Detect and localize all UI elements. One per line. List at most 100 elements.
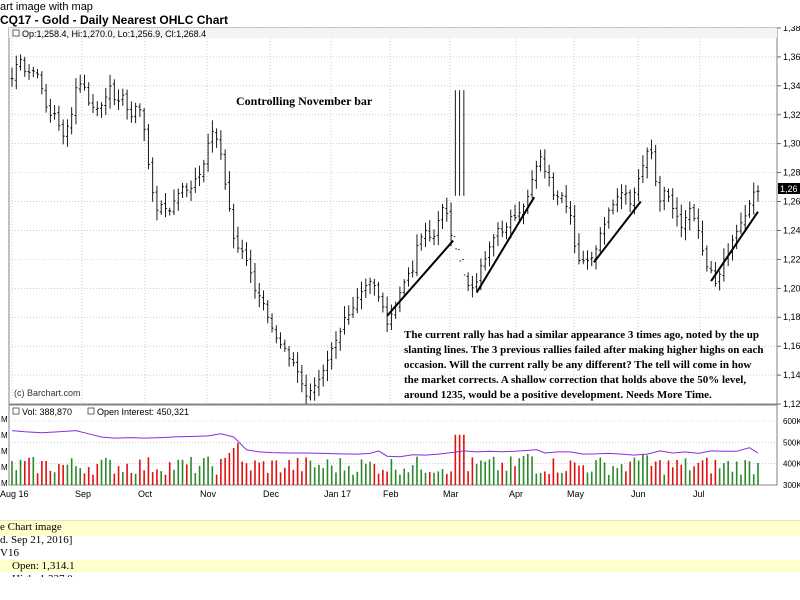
volume-bar (663, 474, 666, 485)
volume-bar (586, 472, 589, 485)
volume-bar (757, 462, 759, 485)
price-axis-label: 1,12 (783, 399, 800, 409)
price-axis-label: 1,30 (783, 139, 800, 149)
volume-axis-label: M (1, 479, 8, 488)
volume-bar (509, 456, 512, 485)
annotation-line: slanting lines. The 3 previous rallies f… (404, 344, 763, 356)
volume-bar (539, 472, 542, 485)
volume-bar (288, 460, 290, 485)
x-axis-label: Mar (443, 489, 459, 499)
info-high: High: 1,327.0 (12, 573, 73, 585)
volume-bar (109, 459, 111, 485)
volume-bar (126, 463, 128, 485)
x-axis-label: Oct (138, 489, 153, 499)
volume-bar (41, 461, 43, 485)
volume-bar (608, 474, 610, 485)
volume-bar (612, 465, 614, 485)
volume-bar (403, 468, 405, 485)
x-axis-label: Jun (631, 489, 646, 499)
volume-bar (15, 470, 18, 485)
price-axis-label: 1,32 (783, 110, 800, 120)
volume-bar (671, 467, 674, 485)
x-axis-label: Apr (509, 489, 523, 499)
volume-bar (147, 457, 150, 485)
volume-bar (706, 457, 708, 485)
ohlc-chart: Op:1,258.4, Hi:1,270.0, Lo:1,256.9, Cl:1… (0, 26, 800, 499)
price-axis-label: 1,20 (783, 283, 800, 293)
volume-bar (198, 465, 201, 485)
volume-bar (693, 466, 695, 485)
volume-bar (735, 461, 738, 485)
volume-bar (271, 460, 273, 485)
volume-bar (629, 461, 631, 485)
volume-bar (36, 473, 39, 485)
volume-bar (556, 472, 559, 485)
volume-bar (441, 469, 444, 485)
volume-bar (676, 459, 678, 485)
volume-bar (335, 472, 337, 485)
volume-bar (305, 457, 307, 485)
info-line-2: V16 (0, 547, 19, 559)
volume-bar (697, 462, 700, 485)
info-line-1: d. Sep 21, 2016] (0, 534, 73, 546)
trend-line (386, 239, 454, 317)
volume-axis-label: M (1, 415, 8, 424)
volume-bar (458, 434, 461, 485)
watermark: (c) Barchart.com (14, 388, 81, 398)
volume-bar (19, 459, 22, 485)
price-axis-label: 1,38 (783, 26, 800, 33)
volume-bar (347, 465, 350, 485)
volume-bar (428, 471, 431, 485)
volume-handle-icon (12, 407, 20, 415)
volume-bar (535, 473, 538, 485)
volume-bar (484, 461, 486, 485)
volume-bar (92, 474, 94, 485)
volume-bar (339, 458, 342, 485)
volume-bar (245, 463, 248, 485)
volume-bar (185, 464, 188, 485)
volume-bar (330, 465, 333, 485)
annotation-line: occasion. Will the current rally be any … (404, 359, 751, 371)
volume-bar (744, 460, 747, 485)
volume-bar (373, 463, 376, 485)
volume-bar (360, 459, 363, 485)
volume-bar (590, 471, 593, 485)
volume-bar (667, 460, 670, 485)
volume-bar (394, 469, 397, 485)
volume-bar (454, 434, 457, 485)
volume-bar (168, 462, 171, 485)
price-axis-label: 1,34 (783, 81, 800, 91)
volume-bar (386, 471, 388, 485)
volume-bar (492, 456, 495, 485)
volume-bar (505, 470, 508, 485)
volume-bar (211, 466, 214, 485)
annotation-title: Controlling November bar (236, 94, 373, 108)
volume-bar (497, 470, 499, 485)
volume-bar (284, 467, 286, 485)
volume-bar (322, 468, 324, 485)
volume-bar (680, 464, 683, 485)
volume-bar (45, 461, 47, 485)
volume-bar (292, 469, 295, 485)
x-axis-label: Nov (200, 489, 217, 499)
volume-bar (49, 470, 52, 485)
volume-bar (254, 460, 256, 485)
x-axis-label: Jan 17 (324, 489, 351, 499)
volume-bar (32, 456, 35, 485)
annotation-line: The current rally has had a similar appe… (404, 329, 759, 341)
open-interest-line (11, 430, 759, 458)
volume-bar (309, 460, 312, 485)
volume-bar (569, 460, 572, 485)
volume-bar (156, 469, 158, 485)
volume-bar (565, 471, 567, 485)
chart-title: CQ17 - Gold - Daily Nearest OHLC Chart (0, 13, 229, 27)
volume-bar (407, 472, 410, 485)
volume-bar (701, 460, 704, 485)
x-axis-label: Dec (263, 489, 280, 499)
volume-bar (301, 471, 303, 485)
volume-bar (531, 456, 533, 485)
volume-bar (122, 472, 124, 485)
volume-bar (573, 462, 576, 485)
volume-bar (232, 447, 235, 485)
volume-bar (544, 471, 546, 485)
